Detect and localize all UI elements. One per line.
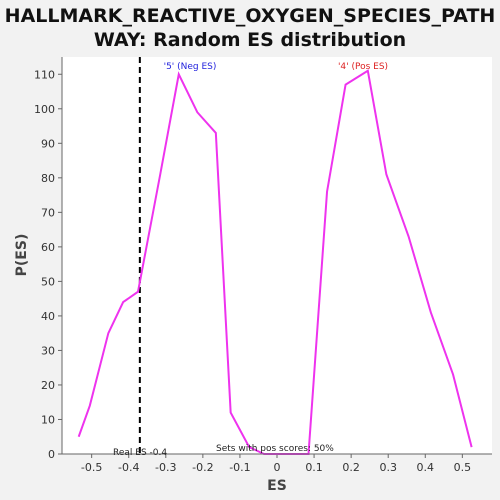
y-tick-label: 0 [48,448,55,461]
y-tick-label: 30 [41,344,55,357]
neg-es-annotation: '5' (Neg ES) [164,62,217,72]
y-tick-label: 110 [34,68,55,81]
x-tick-label: 0.4 [417,461,435,474]
y-tick-label: 70 [41,206,55,219]
x-axis-label: ES [267,478,287,494]
x-tick-label: -0.2 [192,461,213,474]
x-tick-label: 0.2 [342,461,360,474]
chart-title-line1: HALLMARK_REACTIVE_OXYGEN_SPECIES_PATH [5,5,496,27]
y-tick-label: 10 [41,413,55,426]
chart-title-line2: WAY: Random ES distribution [94,29,406,51]
x-tick-label: -0.4 [118,461,139,474]
y-axis-label: P(ES) [14,234,30,277]
real-es-annotation: Real ES -0.4 [113,448,167,458]
y-tick-label: 90 [41,137,55,150]
x-tick-label: 0 [274,461,281,474]
y-tick-label: 20 [41,379,55,392]
plot-area [62,57,492,454]
x-tick-label: -0.3 [155,461,176,474]
y-tick-label: 50 [41,275,55,288]
x-tick-label: 0.3 [379,461,397,474]
y-tick-label: 40 [41,310,55,323]
y-tick-label: 60 [41,241,55,254]
x-tick-label: -0.5 [81,461,102,474]
y-tick-label: 100 [34,103,55,116]
x-tick-label: 0.1 [305,461,323,474]
y-axis: 0 10 20 30 40 50 60 70 80 90 100 110 [34,68,62,461]
x-tick-label: -0.1 [229,461,250,474]
pos-es-annotation: '4' (Pos ES) [338,62,388,72]
x-axis: -0.5 -0.4 -0.3 -0.2 -0.1 0 0.1 0.2 0.3 0.4 0.5 [81,454,471,474]
pos-scores-annotation: Sets with pos scores: 50% [216,444,334,454]
y-tick-label: 80 [41,172,55,185]
x-tick-label: 0.5 [454,461,472,474]
